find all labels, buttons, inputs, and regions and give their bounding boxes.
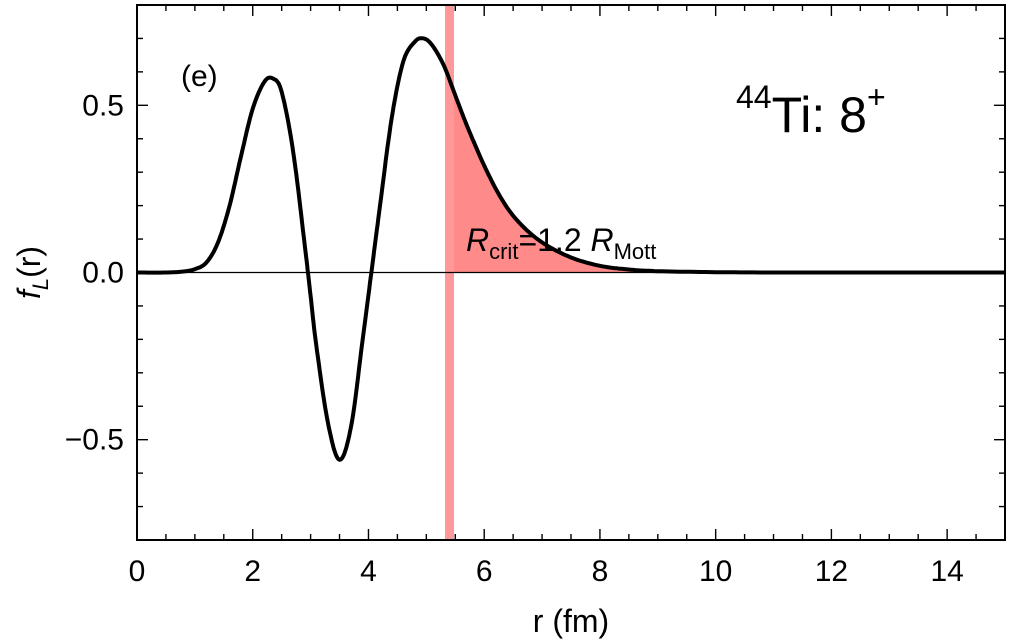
x-tick-label: 14 bbox=[930, 555, 963, 588]
x-tick-label: 4 bbox=[360, 555, 377, 588]
annotation-r-symbol: R bbox=[466, 222, 489, 258]
annotation-mott-subscript: Mott bbox=[614, 239, 657, 264]
x-tick-label: 2 bbox=[244, 555, 261, 588]
y-axis-label-sub: L bbox=[28, 278, 53, 290]
shaded-tail-area bbox=[449, 79, 1005, 273]
x-tick-label: 6 bbox=[476, 555, 493, 588]
y-tick-label: 0.5 bbox=[82, 89, 124, 122]
critical-radius-annotation: Rcrit=1.2 RMott bbox=[466, 222, 656, 264]
annotation-middle: =1.2 bbox=[518, 222, 590, 258]
annotation-mott-symbol: R bbox=[591, 222, 614, 258]
panel-label: (e) bbox=[181, 60, 218, 93]
x-axis-label: r (fm) bbox=[533, 603, 609, 639]
nucleus-parity: + bbox=[867, 79, 886, 115]
y-tick-label: 0.0 bbox=[82, 257, 124, 290]
shaded-area-layer bbox=[449, 79, 1005, 273]
nucleus-element-spin: Ti: 8 bbox=[772, 87, 867, 143]
series-line bbox=[136, 36, 1005, 462]
annotation-r-subscript: crit bbox=[489, 239, 518, 264]
x-tick-labels: 0 2 4 6 8 10 12 14 bbox=[129, 555, 964, 588]
x-tick-label: 0 bbox=[129, 555, 146, 588]
x-tick-label: 12 bbox=[815, 555, 848, 588]
curve-layer bbox=[136, 36, 1005, 462]
y-axis-label: fL(r) bbox=[11, 246, 53, 299]
y-tick-labels: −0.5 0.0 0.5 bbox=[65, 89, 124, 456]
y-axis-label-rest: (r) bbox=[11, 246, 47, 278]
x-tick-label: 10 bbox=[699, 555, 732, 588]
plot-frame bbox=[136, 4, 1006, 541]
tick-layer bbox=[136, 5, 1006, 540]
nucleus-mass-number: 44 bbox=[736, 79, 772, 115]
y-tick-label: −0.5 bbox=[65, 424, 124, 457]
x-tick-label: 8 bbox=[592, 555, 609, 588]
nucleus-label: 44Ti: 8+ bbox=[736, 79, 886, 143]
